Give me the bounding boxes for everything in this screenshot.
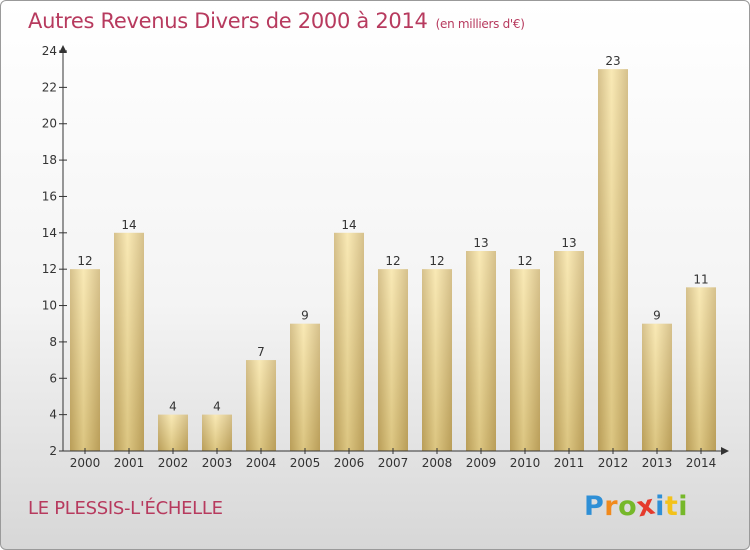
bar-value-label: 12: [77, 254, 92, 268]
x-tick-label: 2010: [510, 456, 541, 470]
bar-value-label: 7: [257, 345, 265, 359]
y-tick-label: 12: [42, 262, 57, 276]
y-tick-label: 18: [42, 153, 57, 167]
bar-value-label: 13: [561, 236, 576, 250]
y-tick-label: 2: [49, 444, 57, 458]
bar-value-label: 9: [301, 309, 309, 323]
y-tick-label: 10: [42, 299, 57, 313]
bar-shade: [334, 232, 364, 451]
bar-shade: [554, 251, 584, 451]
bar-shade: [686, 287, 716, 451]
bar-shade: [422, 269, 452, 451]
x-tick-label: 2004: [246, 456, 277, 470]
bar-value-label: 12: [429, 254, 444, 268]
bar-shade: [114, 232, 144, 451]
logo-letter: r: [604, 491, 619, 522]
logo-letter: t: [664, 491, 679, 522]
bar-value-label: 13: [473, 236, 488, 250]
chart-title-text: Autres Revenus Divers de 2000 à 2014: [28, 9, 428, 33]
bar-value-label: 23: [605, 54, 620, 68]
y-tick-label: 22: [42, 80, 57, 94]
y-tick-label: 6: [49, 371, 57, 385]
x-tick-label: 2009: [466, 456, 497, 470]
bar-value-label: 4: [213, 400, 221, 414]
bar-value-label: 12: [385, 254, 400, 268]
logo-letter: o: [618, 491, 638, 522]
y-tick-label: 24: [42, 44, 57, 58]
commune-name: LE PLESSIS-L'ÉCHELLE: [28, 498, 223, 519]
bar-shade: [158, 414, 188, 451]
x-tick-label: 2003: [202, 456, 233, 470]
logo-letter: P: [584, 491, 605, 522]
x-axis-arrow: [721, 447, 729, 455]
y-tick-label: 4: [49, 408, 57, 422]
x-tick-label: 2001: [114, 456, 145, 470]
x-tick-label: 2013: [642, 456, 673, 470]
bar-value-label: 14: [341, 218, 356, 232]
logo-letter: i: [655, 491, 665, 522]
x-tick-label: 2011: [554, 456, 585, 470]
x-tick-label: 2002: [158, 456, 189, 470]
bar-value-label: 4: [169, 400, 177, 414]
x-tick-label: 2012: [598, 456, 629, 470]
x-tick-label: 2005: [290, 456, 321, 470]
bar-value-label: 9: [653, 309, 661, 323]
bar-shade: [246, 360, 276, 451]
y-tick-label: 14: [42, 226, 57, 240]
chart-subtitle: (en milliers d'€): [435, 17, 525, 31]
bar-shade: [378, 269, 408, 451]
bar-value-label: 14: [121, 218, 136, 232]
logo-letter: i: [678, 491, 689, 522]
y-tick-label: 8: [49, 335, 57, 349]
x-tick-label: 2006: [334, 456, 365, 470]
y-tick-label: 16: [42, 189, 57, 203]
x-tick-label: 2000: [70, 456, 101, 470]
bar-value-label: 12: [517, 254, 532, 268]
x-tick-label: 2014: [686, 456, 717, 470]
x-tick-label: 2008: [422, 456, 453, 470]
y-axis-arrow: [59, 45, 67, 53]
bar-shade: [642, 323, 672, 451]
bar-shade: [202, 414, 232, 451]
chart-title: Autres Revenus Divers de 2000 à 2014 (en …: [28, 9, 525, 33]
bar-shade: [70, 269, 100, 451]
bar-value-label: 11: [693, 272, 708, 286]
bar-shade: [598, 69, 628, 451]
bar-shade: [466, 251, 496, 451]
proxiti-logo[interactable]: Proxiti: [584, 489, 689, 523]
x-tick-label: 2007: [378, 456, 409, 470]
y-tick-label: 20: [42, 117, 57, 131]
bar-shade: [290, 323, 320, 451]
bar-shade: [510, 269, 540, 451]
